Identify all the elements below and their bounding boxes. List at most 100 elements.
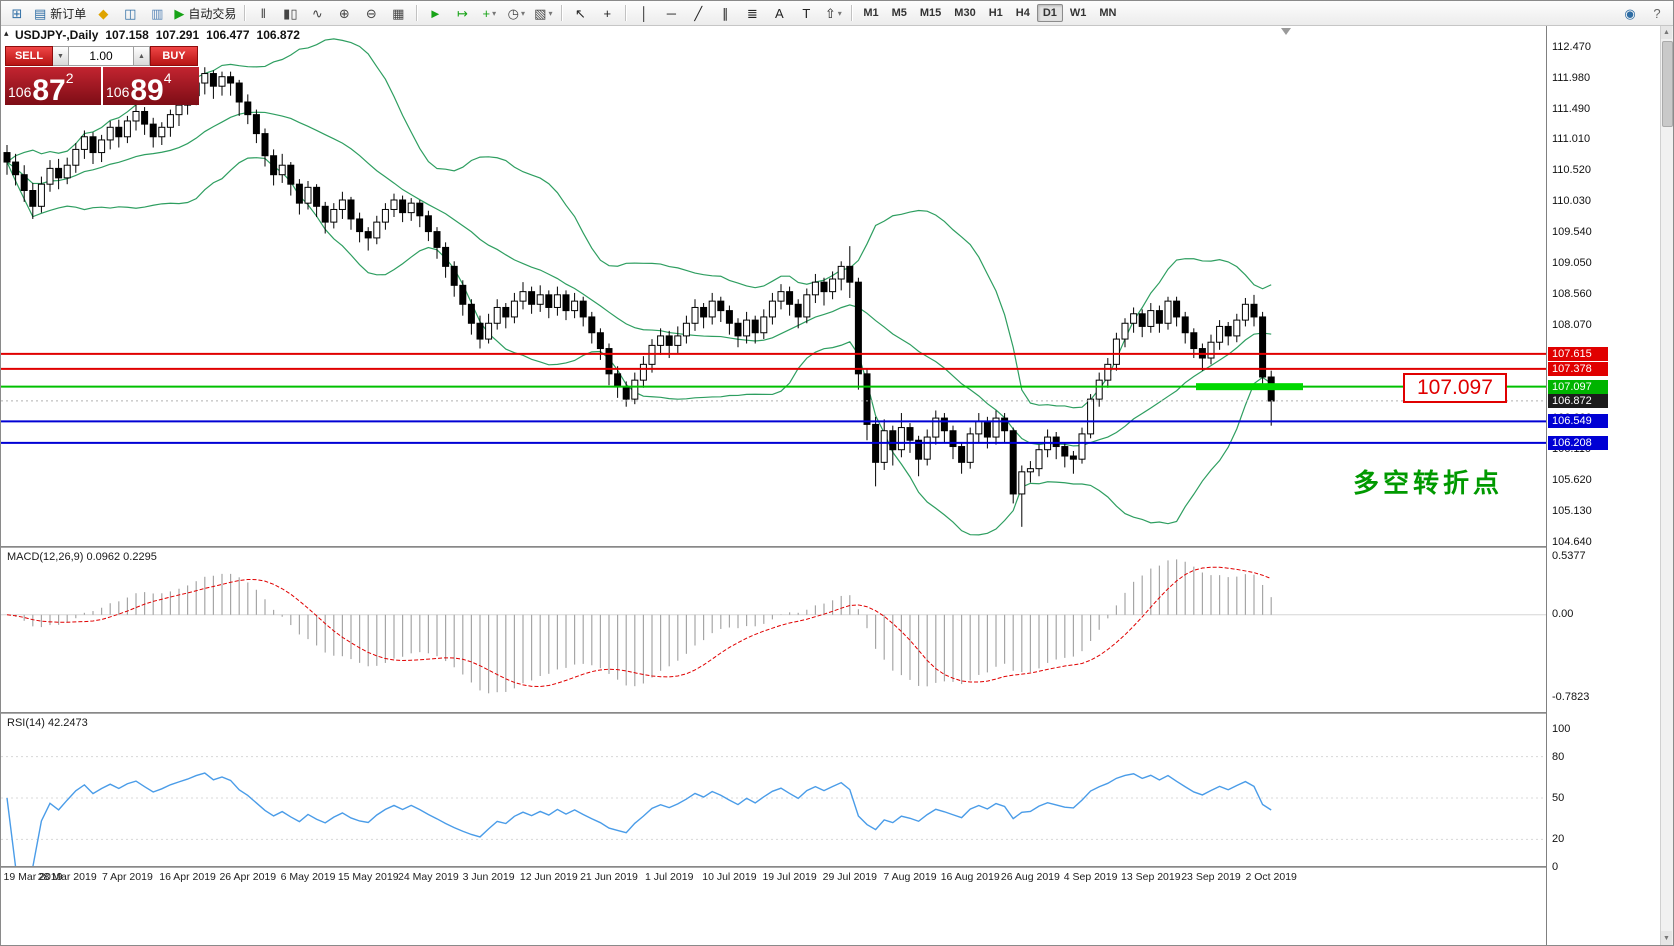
panel-separator[interactable] [1, 546, 1661, 548]
one-click-toggle-button[interactable]: ▴ [4, 28, 9, 38]
toolbar-crosshair-button[interactable]: + [594, 2, 620, 24]
scrollbar-thumb[interactable] [1662, 41, 1673, 127]
toolbar-text-button[interactable]: A [766, 2, 792, 24]
toolbar-market-watch-button[interactable]: ◫ [117, 2, 143, 24]
candle-body [1104, 363, 1112, 381]
price-tick: 111.490 [1552, 102, 1591, 115]
timeframe-m15-button[interactable]: M15 [919, 7, 942, 19]
support-highlight-bar[interactable] [1196, 383, 1303, 391]
rsi-panel-canvas[interactable] [1, 714, 1546, 866]
candle-body [923, 436, 931, 460]
toolbar-vertical-line-button[interactable]: │ [631, 2, 657, 24]
toolbar-indicators-button[interactable]: + ▾ [476, 2, 502, 24]
candle-body [158, 126, 166, 138]
candle-body [321, 205, 329, 223]
toolbar-templates-button[interactable]: ▧ ▾ [530, 2, 556, 24]
toolbar-fibonacci-button[interactable]: ≣ [739, 2, 765, 24]
toolbar-zoom-out-button[interactable]: ⊖ [358, 2, 384, 24]
auto-trading-icon: ▶ [174, 5, 185, 21]
bollinger-lower-line [6, 157, 1272, 536]
candle-body [786, 291, 794, 305]
volume-input[interactable] [69, 46, 134, 66]
buy-button[interactable]: BUY [150, 46, 198, 66]
macd-signal-line [6, 566, 1272, 687]
timeframe-d1-button[interactable]: D1 [1036, 4, 1063, 22]
buy-price-base: 106 [106, 84, 130, 100]
candle-body [166, 114, 174, 128]
timeframe-m5-button[interactable]: M5 [891, 7, 907, 19]
price-tick: 105.130 [1552, 505, 1592, 518]
timeframe-mn-button[interactable]: MN [1099, 7, 1117, 19]
candle-body [1207, 341, 1215, 359]
timeframe-h1-button[interactable]: H1 [988, 7, 1003, 19]
toolbar-bar-chart-button[interactable]: ‖ [250, 2, 276, 24]
candle-body [55, 167, 63, 179]
candle-body [880, 430, 888, 463]
candlestick-chart-icon: ▮▯ [283, 5, 298, 21]
candle-body [1181, 316, 1189, 334]
timeframe-m1-button[interactable]: M1 [863, 7, 879, 19]
candle-body [553, 294, 561, 308]
turning-point-annotation[interactable]: 多空转折点 [1353, 468, 1504, 498]
candle-body [1069, 455, 1077, 460]
volume-increase-button[interactable]: ▲ [134, 46, 150, 66]
vertical-scrollbar[interactable]: ▲ ▼ [1660, 25, 1673, 945]
candle-body [252, 114, 260, 135]
macd-panel-canvas[interactable] [1, 548, 1546, 712]
candle-body [244, 101, 252, 116]
line-chart-icon: ∿ [311, 5, 323, 21]
toolbar-separator [244, 5, 246, 21]
candle-body [407, 202, 415, 214]
templates-icon: ▧ [534, 5, 547, 21]
sell-price-display[interactable]: 106 87 2 [5, 67, 101, 105]
toolbar-tile-windows-button[interactable]: ▦ [385, 2, 411, 24]
toolbar-line-chart-button[interactable]: ∿ [304, 2, 330, 24]
date-axis[interactable]: 19 Mar 2019 28 Mar 2019 7 Apr 2019 16 Apr 2… [1, 868, 1546, 888]
timeframe-m30-button[interactable]: M30 [954, 7, 976, 19]
chart-shift-marker-icon[interactable] [1281, 28, 1291, 35]
panel-separator[interactable] [1, 712, 1661, 714]
toolbar-candlestick-chart-button[interactable]: ▮▯ [277, 2, 303, 24]
open-value: 107.158 [105, 28, 149, 42]
candle-body [932, 417, 940, 438]
toolbar-data-window-button[interactable]: ▥ [144, 2, 170, 24]
toolbar-community-button[interactable]: ◉ [1617, 2, 1643, 24]
chart-shift-icon: ↦ [456, 5, 468, 21]
toolbar-trendline-button[interactable]: ╱ [685, 2, 711, 24]
toolbar-arrows-button[interactable]: ⇧ ▾ [820, 2, 846, 24]
toolbar-chart-profile-button[interactable]: ◆ [90, 2, 116, 24]
toolbar-equidistant-channel-button[interactable]: ∥ [712, 2, 738, 24]
toolbar-new-order-button[interactable]: ▤ 新订单 [31, 2, 89, 24]
toolbar-zoom-in-button[interactable]: ⊕ [331, 2, 357, 24]
price-axis[interactable]: 112.470 111.980 111.490 111.010 110.520 110.0… [1546, 25, 1664, 945]
toolbar-chart-shift-button[interactable]: ↦ [449, 2, 475, 24]
macd-label: MACD(12,26,9) 0.0962 0.2295 [7, 551, 157, 563]
toolbar-help-button[interactable]: ? [1644, 2, 1670, 24]
toolbar-auto-trading-button[interactable]: ▶ 自动交易 [171, 2, 239, 24]
timeframe-h4-button[interactable]: H4 [1015, 7, 1030, 19]
macd-tick: -0.7823 [1552, 691, 1590, 703]
scroll-down-button[interactable]: ▼ [1661, 931, 1672, 945]
toolbar-horizontal-line-button[interactable]: ─ [658, 2, 684, 24]
scroll-up-button[interactable]: ▲ [1661, 25, 1672, 39]
macd-histogram [15, 559, 1272, 694]
toolbar-periods-button[interactable]: ◷ ▾ [503, 2, 529, 24]
candle-body [278, 164, 286, 176]
volume-decrease-button[interactable]: ▼ [53, 46, 69, 66]
toolbar-text-label-button[interactable]: T [793, 2, 819, 24]
candle-body [424, 215, 432, 233]
candle-body [820, 281, 828, 293]
toolbar-auto-scroll-button[interactable]: ► [422, 2, 448, 24]
toolbar-cursor-button[interactable]: ↖ [567, 2, 593, 24]
timeframe-w1-button[interactable]: W1 [1069, 7, 1087, 19]
toolbar-new-chart-button[interactable]: ⊞ [4, 2, 30, 24]
buy-price-display[interactable]: 106 89 4 [103, 67, 199, 105]
data-window-icon: ▥ [151, 5, 164, 21]
candle-body [588, 316, 596, 334]
candle-body [313, 186, 321, 207]
buy-price-sup: 4 [163, 70, 172, 86]
candle-body [1250, 303, 1258, 318]
price-annotation-box[interactable]: 107.097 [1403, 373, 1507, 403]
sell-button[interactable]: SELL [5, 46, 53, 66]
price-chart-canvas[interactable] [1, 27, 1546, 546]
